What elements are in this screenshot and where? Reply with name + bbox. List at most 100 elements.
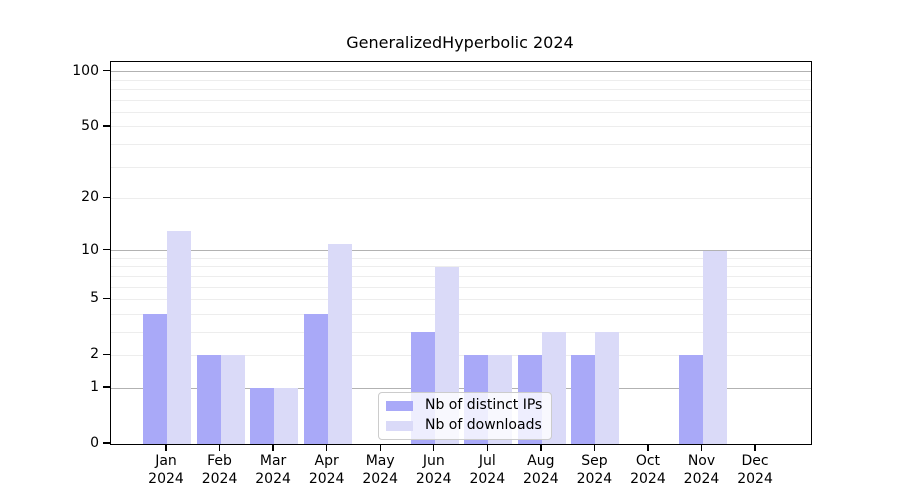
x-tick-year: 2024 xyxy=(523,470,559,487)
x-tick-month: Apr xyxy=(314,453,339,469)
x-tick-month: Jun xyxy=(422,453,445,469)
y-tick-mark xyxy=(103,442,110,444)
y-tick-mark xyxy=(103,125,110,127)
x-tick-year: 2024 xyxy=(683,470,720,487)
bar-downloads-sep xyxy=(595,332,620,444)
x-tick-year: 2024 xyxy=(362,470,398,487)
x-tick-label-may: May 2024 xyxy=(350,453,410,488)
x-tick-month: Dec xyxy=(741,453,769,469)
x-tick-mark xyxy=(647,444,649,451)
minor-gridline xyxy=(111,275,811,277)
x-tick-label-apr: Apr 2024 xyxy=(297,453,357,488)
bar-ips-feb xyxy=(196,355,221,444)
minor-gridline xyxy=(111,299,811,300)
x-tick-mark xyxy=(272,444,274,451)
x-tick-label-nov: Nov 2024 xyxy=(672,453,732,488)
x-tick-mark xyxy=(486,444,488,451)
x-tick-label-sep: Sep 2024 xyxy=(564,453,624,488)
y-tick-label: 100 xyxy=(72,62,99,79)
bar-downloads-jan xyxy=(167,231,191,444)
y-tick-label: 0 xyxy=(90,435,99,451)
legend-label-distinct-ips: Nb of distinct IPs xyxy=(425,397,543,413)
minor-gridline xyxy=(111,126,811,128)
x-tick-mark xyxy=(433,444,435,451)
minor-gridline xyxy=(111,313,811,315)
x-tick-label-mar: Mar 2024 xyxy=(243,453,303,488)
major-gridline xyxy=(111,250,811,252)
legend-swatch-downloads-icon xyxy=(386,420,413,431)
x-tick-mark xyxy=(754,444,756,451)
x-tick-label-aug: Aug 2024 xyxy=(511,453,571,488)
bar-ips-jan xyxy=(143,314,167,444)
x-tick-year: 2024 xyxy=(737,470,773,487)
x-tick-year: 2024 xyxy=(308,470,345,487)
x-tick-mark xyxy=(593,444,596,451)
bar-downloads-nov xyxy=(702,250,727,444)
y-tick-label: 10 xyxy=(81,241,99,258)
x-tick-label-feb: Feb 2024 xyxy=(190,453,250,488)
minor-gridline xyxy=(111,99,811,101)
y-tick-mark xyxy=(103,386,110,388)
bar-ips-mar xyxy=(250,388,275,444)
bar-ips-apr xyxy=(303,314,328,444)
y-tick-label: 1 xyxy=(90,379,99,396)
x-tick-year: 2024 xyxy=(201,470,238,487)
plot-area xyxy=(110,61,812,445)
y-tick-mark xyxy=(103,248,110,251)
minor-gridline xyxy=(111,144,811,146)
bar-downloads-apr xyxy=(327,243,352,444)
y-tick-mark xyxy=(103,70,110,72)
x-tick-month: Feb xyxy=(207,453,232,469)
bar-ips-sep xyxy=(571,355,596,444)
major-gridline xyxy=(111,71,811,73)
x-tick-label-jun: Jun 2024 xyxy=(404,453,464,488)
x-tick-month: May xyxy=(365,453,395,469)
x-tick-year: 2024 xyxy=(469,470,506,487)
x-tick-mark xyxy=(165,444,167,451)
x-tick-label-oct: Oct 2024 xyxy=(618,453,678,488)
x-tick-month: Oct xyxy=(635,453,661,469)
x-tick-month: Jan xyxy=(155,453,177,469)
x-tick-label-jan: Jan 2024 xyxy=(136,453,196,488)
x-tick-year: 2024 xyxy=(630,470,666,487)
legend-swatch-ips-icon xyxy=(386,400,413,411)
x-tick-month: Mar xyxy=(259,453,287,469)
minor-gridline xyxy=(111,166,811,168)
x-tick-year: 2024 xyxy=(255,470,291,487)
legend-label-downloads: Nb of downloads xyxy=(425,417,542,433)
x-tick-month: Jul xyxy=(478,453,496,469)
x-tick-year: 2024 xyxy=(415,470,452,487)
minor-gridline xyxy=(111,257,811,259)
minor-gridline xyxy=(111,286,811,288)
x-tick-month: Aug xyxy=(527,453,555,469)
x-tick-year: 2024 xyxy=(148,470,184,487)
minor-gridline xyxy=(111,79,811,81)
y-tick-mark xyxy=(103,353,110,356)
bar-downloads-feb xyxy=(220,355,245,444)
legend-item-downloads: Nb of downloads xyxy=(386,418,542,433)
minor-gridline xyxy=(111,197,811,199)
x-tick-mark xyxy=(540,444,542,451)
x-tick-mark xyxy=(379,444,381,451)
legend-item-distinct-ips: Nb of distinct IPs xyxy=(386,398,542,413)
minor-gridline xyxy=(111,266,811,268)
x-tick-mark xyxy=(218,444,221,451)
x-tick-month: Nov xyxy=(687,453,716,469)
x-tick-label-dec: Dec 2024 xyxy=(725,453,785,488)
y-tick-mark xyxy=(103,297,110,300)
y-tick-label: 2 xyxy=(90,346,99,363)
major-gridline xyxy=(111,387,811,389)
x-tick-mark xyxy=(325,444,328,451)
minor-gridline xyxy=(111,89,811,91)
minor-gridline xyxy=(111,354,811,356)
y-tick-label: 5 xyxy=(90,290,99,307)
y-tick-mark xyxy=(103,196,110,199)
legend: Nb of distinct IPs Nb of downloads xyxy=(378,392,553,440)
x-tick-label-jul: Jul 2024 xyxy=(457,453,517,488)
bar-downloads-mar xyxy=(274,388,299,444)
chart-title: GeneralizedHyperbolic 2024 xyxy=(346,33,574,52)
y-tick-label: 50 xyxy=(81,117,99,134)
x-tick-mark xyxy=(700,444,703,451)
bar-ips-nov xyxy=(678,355,703,444)
